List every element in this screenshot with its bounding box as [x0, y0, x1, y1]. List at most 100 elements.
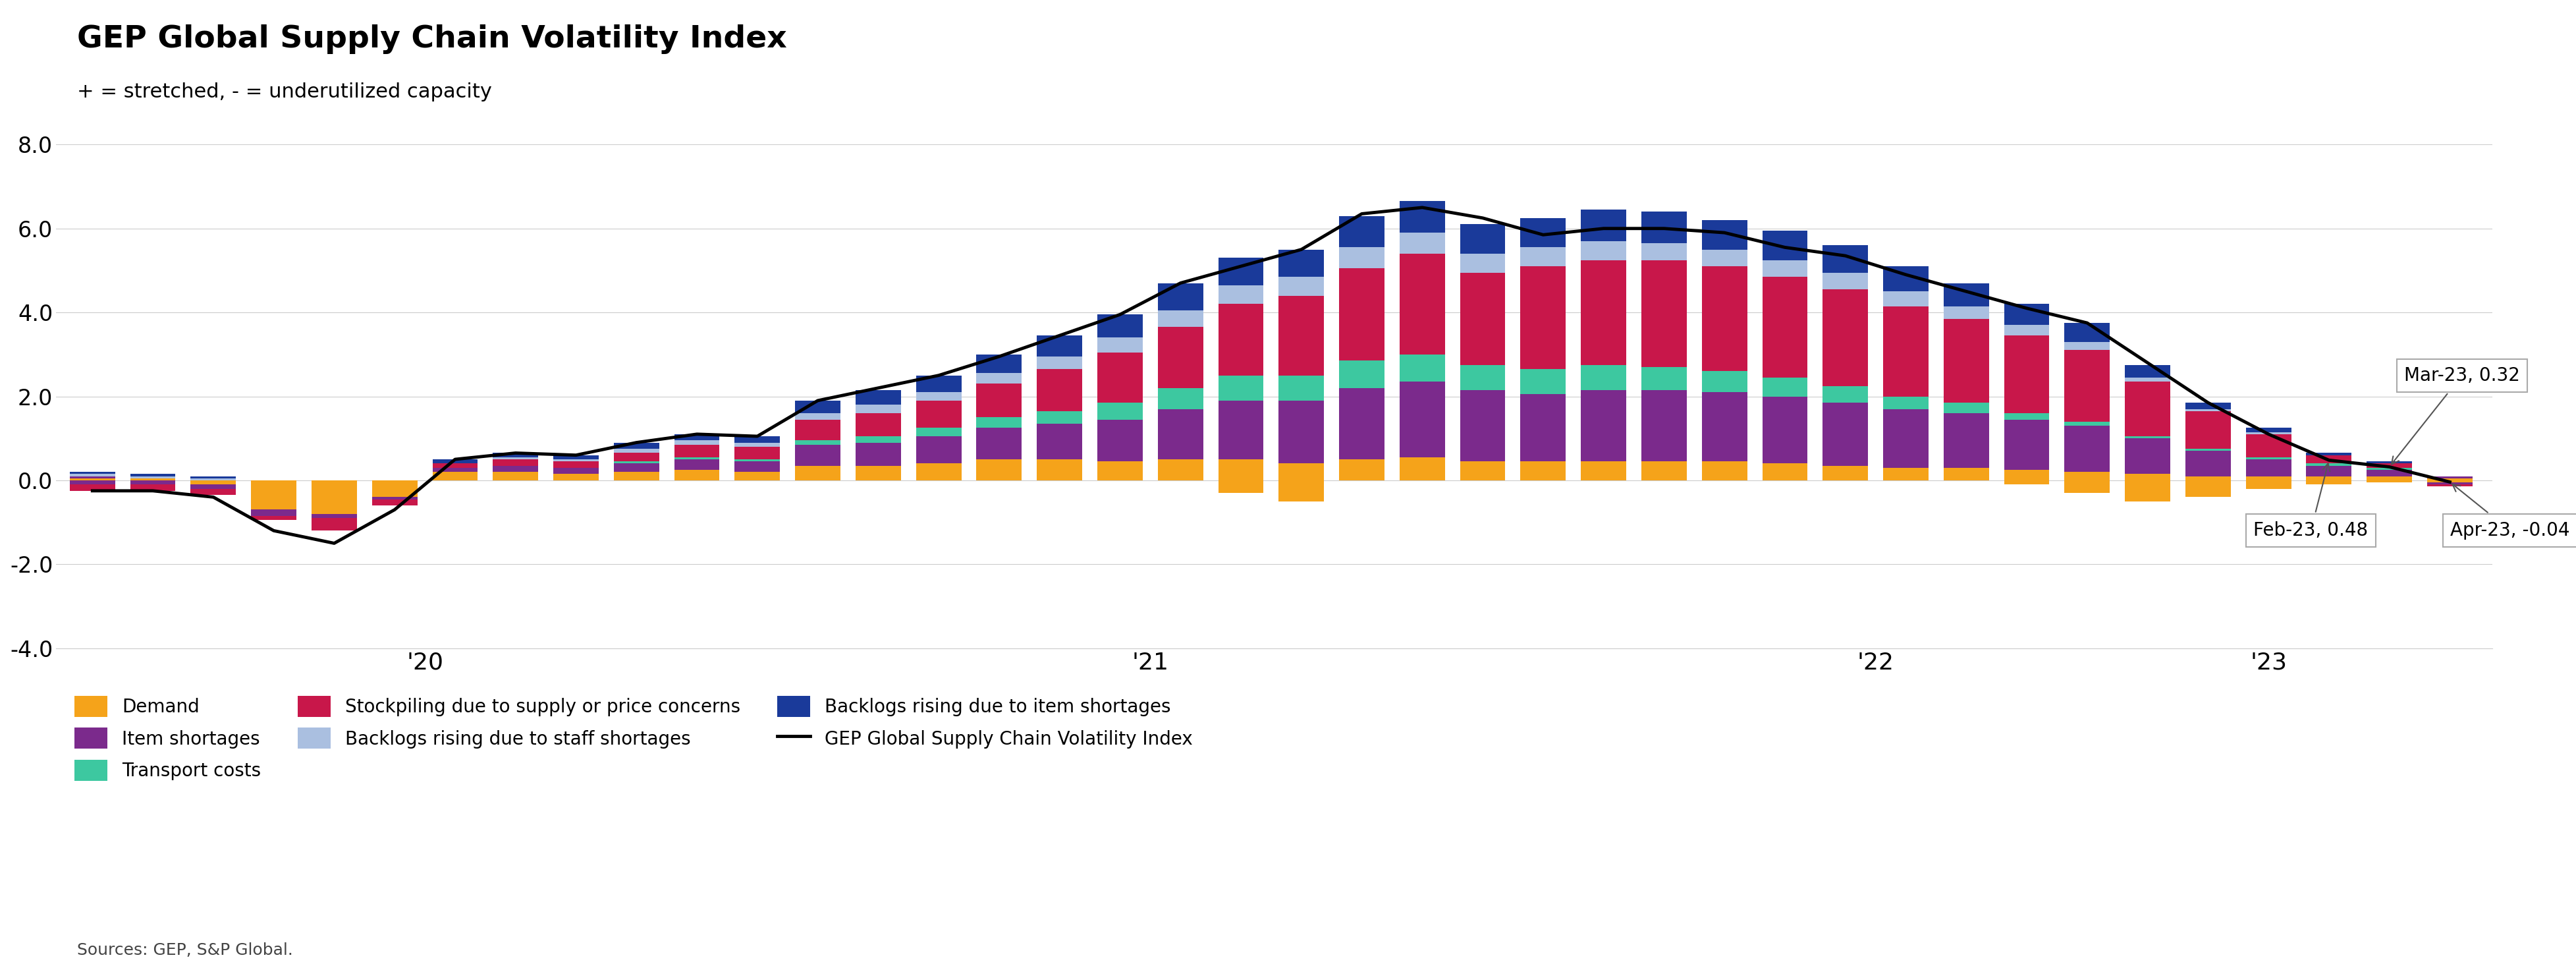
Bar	[1821, 245, 1868, 273]
Text: GEP Global Supply Chain Volatility Index: GEP Global Supply Chain Volatility Index	[77, 24, 786, 54]
Text: Sources: GEP, S&P Global.: Sources: GEP, S&P Global.	[77, 943, 294, 958]
Bar	[1340, 247, 1383, 269]
Bar	[1097, 419, 1141, 462]
Bar	[1036, 411, 1082, 424]
Bar	[1821, 289, 1868, 386]
Bar	[976, 354, 1023, 373]
Bar	[1340, 460, 1383, 480]
Bar	[613, 442, 659, 449]
Bar	[2063, 480, 2110, 493]
Bar	[914, 428, 961, 437]
Bar	[2063, 341, 2110, 350]
Bar	[1218, 258, 1262, 285]
Bar	[1278, 375, 1324, 401]
Bar	[492, 457, 538, 460]
Bar	[1036, 336, 1082, 357]
Bar	[976, 460, 1023, 480]
Text: Mar-23, 0.32: Mar-23, 0.32	[2391, 366, 2519, 465]
Bar	[2427, 478, 2473, 480]
Bar	[1399, 354, 1445, 381]
Bar	[1461, 224, 1504, 254]
Bar	[70, 484, 116, 491]
Bar	[250, 516, 296, 520]
Bar	[1821, 386, 1868, 403]
Bar	[2306, 453, 2352, 455]
Bar	[554, 468, 598, 474]
Bar	[855, 436, 902, 442]
Bar	[2306, 466, 2352, 476]
Bar	[250, 480, 296, 509]
Bar	[312, 514, 355, 518]
Bar	[1762, 397, 1808, 464]
Bar	[1883, 409, 1927, 468]
Bar	[554, 460, 598, 462]
Bar	[2004, 336, 2048, 413]
Bar	[1097, 403, 1141, 419]
Bar	[675, 444, 719, 457]
Bar	[1340, 269, 1383, 361]
Bar	[2063, 472, 2110, 480]
Bar	[191, 489, 237, 495]
Bar	[675, 457, 719, 460]
Bar	[2125, 365, 2169, 377]
Bar	[1340, 216, 1383, 247]
Bar	[371, 480, 417, 482]
Bar	[70, 480, 116, 484]
Bar	[312, 480, 355, 489]
Bar	[1036, 424, 1082, 460]
Bar	[2246, 460, 2290, 476]
Bar	[2367, 476, 2411, 480]
Bar	[2427, 484, 2473, 487]
Bar	[1883, 267, 1927, 291]
Bar	[371, 500, 417, 505]
Bar	[796, 444, 840, 466]
Bar	[1641, 211, 1687, 243]
Bar	[2427, 480, 2473, 482]
Bar	[1942, 319, 1989, 403]
Bar	[1641, 243, 1687, 260]
Bar	[796, 440, 840, 444]
Bar	[1700, 249, 1747, 267]
Bar	[1097, 338, 1141, 352]
Bar	[1340, 388, 1383, 460]
Bar	[2246, 428, 2290, 432]
Bar	[492, 453, 538, 457]
Bar	[1461, 390, 1504, 462]
Bar	[2367, 480, 2411, 482]
Bar	[1582, 242, 1625, 260]
Bar	[796, 413, 840, 419]
Bar	[734, 447, 781, 460]
Bar	[675, 435, 719, 440]
Bar	[734, 462, 781, 472]
Bar	[250, 491, 296, 493]
Bar	[312, 518, 355, 531]
Bar	[1399, 201, 1445, 233]
Bar	[2367, 464, 2411, 468]
Bar	[2367, 469, 2411, 476]
Bar	[914, 464, 961, 480]
Bar	[1821, 273, 1868, 289]
Bar	[70, 472, 116, 474]
Bar	[1036, 460, 1082, 480]
Bar	[131, 476, 175, 478]
Bar	[2184, 403, 2231, 409]
Bar	[1218, 285, 1262, 304]
Bar	[312, 480, 355, 514]
Bar	[2246, 435, 2290, 457]
Bar	[1036, 357, 1082, 370]
Bar	[734, 442, 781, 447]
Bar	[914, 401, 961, 428]
Bar	[2246, 432, 2290, 435]
Bar	[914, 392, 961, 401]
Bar	[1340, 361, 1383, 388]
Bar	[1097, 352, 1141, 403]
Bar	[433, 464, 477, 468]
Bar	[1883, 468, 1927, 480]
Bar	[976, 384, 1023, 417]
Bar	[191, 478, 237, 480]
Bar	[312, 489, 355, 491]
Bar	[613, 464, 659, 472]
Bar	[1762, 464, 1808, 480]
Bar	[976, 373, 1023, 384]
Bar	[492, 466, 538, 472]
